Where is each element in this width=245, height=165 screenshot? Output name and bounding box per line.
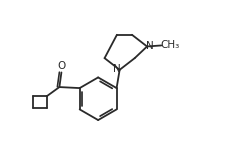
- Text: O: O: [57, 61, 65, 71]
- Text: CH₃: CH₃: [160, 40, 179, 50]
- Text: N: N: [113, 64, 121, 74]
- Text: N: N: [146, 41, 154, 51]
